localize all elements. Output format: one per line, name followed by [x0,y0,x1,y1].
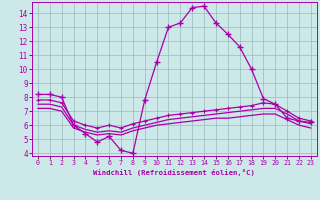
X-axis label: Windchill (Refroidissement éolien,°C): Windchill (Refroidissement éolien,°C) [93,169,255,176]
